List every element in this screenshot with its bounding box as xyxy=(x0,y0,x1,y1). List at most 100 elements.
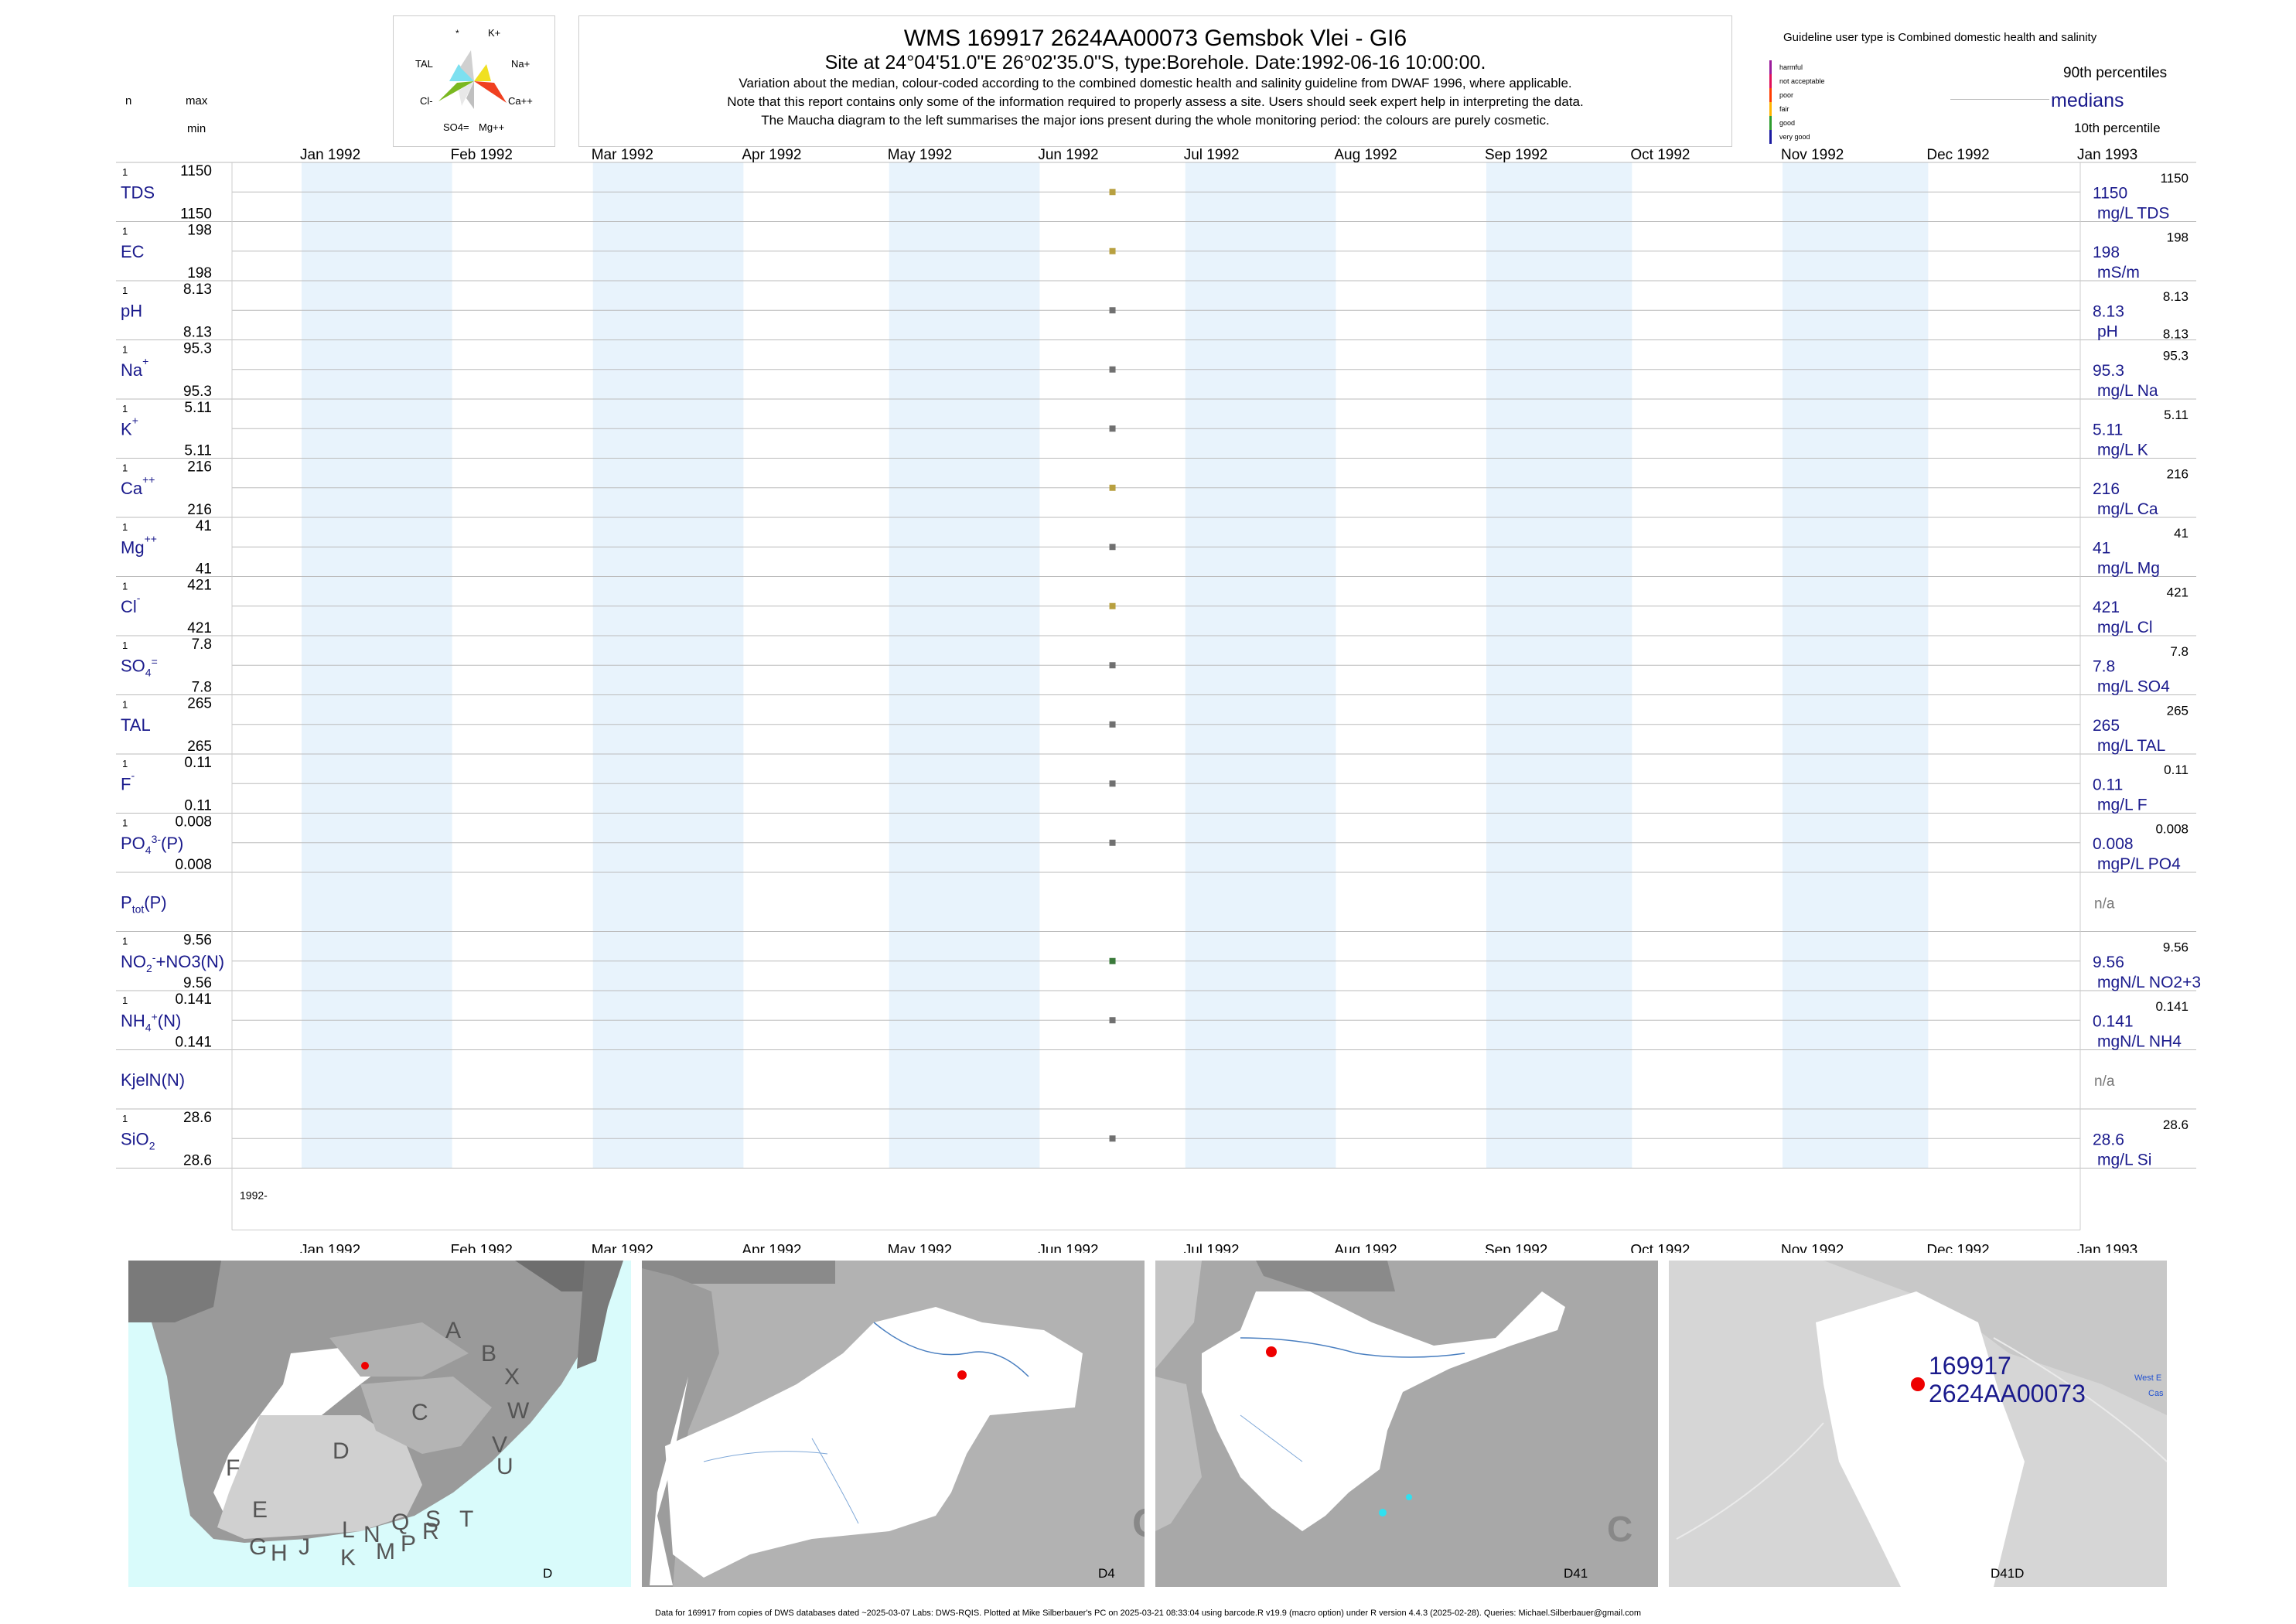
month-label-top: Apr 1992 xyxy=(742,147,801,163)
parameter-label: SiO2 xyxy=(121,1129,155,1151)
row-p10: 8.13 xyxy=(2163,327,2189,342)
row-p90: 95.3 xyxy=(2163,349,2189,363)
legend-title: Guideline user type is Combined domestic… xyxy=(1783,31,2097,44)
parameter-label: PO43-(P) xyxy=(121,833,183,856)
row-max: 95.3 xyxy=(183,341,212,357)
col-header-max: max xyxy=(186,94,208,107)
row-unit: mgP/L PO4 xyxy=(2097,855,2181,873)
row-p90: 41 xyxy=(2174,526,2189,541)
row-n: 1 xyxy=(122,817,128,829)
row-p90: 216 xyxy=(2167,467,2189,482)
report-header: WMS 169917 2624AA00073 Gemsbok Vlei - GI… xyxy=(578,15,1732,147)
row-max: 216 xyxy=(187,459,212,476)
sample-point xyxy=(1109,247,1116,254)
maucha-so4-sector xyxy=(459,81,474,106)
legend-category: good xyxy=(1769,116,1825,130)
row-p90: 8.13 xyxy=(2163,289,2189,304)
month-label-bottom: May 1992 xyxy=(888,1243,952,1254)
row-median-value: 198 xyxy=(2093,244,2120,261)
map-region-label: U xyxy=(496,1454,513,1479)
row-n: 1 xyxy=(122,403,128,415)
report-subtitle: Site at 24°04'51.0"E 26°02'35.0"S, type:… xyxy=(824,52,1486,73)
parameter-row: 1 95.3 95.3 Na+ 95.3 mg/L Na 95.3 xyxy=(116,341,2196,400)
parameter-row: Ptot(P) n/a xyxy=(116,892,2196,932)
parameter-row: 1 0.11 0.11 F- 0.11 mg/L F 0.11 xyxy=(116,755,2196,814)
row-p90: 9.56 xyxy=(2163,940,2189,955)
map-d-svg xyxy=(128,1261,631,1587)
sample-point xyxy=(1109,602,1116,609)
parameter-row: 1 265 265 TAL 265 mg/L TAL 265 xyxy=(116,696,2196,755)
row-unit: mg/L TDS xyxy=(2097,204,2169,222)
map-region-label: B xyxy=(481,1341,497,1366)
row-min: 8.13 xyxy=(183,325,212,341)
row-min: 1150 xyxy=(180,206,212,223)
site-id-label: 169917 xyxy=(1929,1352,2011,1380)
sample-point xyxy=(1109,780,1116,787)
report-note-3: The Maucha diagram to the left summarise… xyxy=(761,113,1550,128)
parameter-row: 1 41 41 Mg++ 41 mg/L Mg 41 xyxy=(116,518,2196,578)
col-header-n: n xyxy=(125,94,132,107)
parameter-label: Mg++ xyxy=(121,532,157,557)
row-p90: 421 xyxy=(2167,585,2189,600)
map-region-label: P xyxy=(401,1531,417,1557)
maucha-label: Ca++ xyxy=(508,95,533,107)
map-corner-label: C xyxy=(1132,1500,1145,1547)
row-max: 1150 xyxy=(180,163,212,179)
row-max: 9.56 xyxy=(183,933,212,949)
parameter-label: KjelN(N) xyxy=(121,1070,185,1090)
maucha-cl-sector xyxy=(438,81,474,101)
row-n: 1 xyxy=(122,1113,128,1124)
parameter-label: Na+ xyxy=(121,355,148,380)
legend-swatch xyxy=(1769,130,1772,144)
row-n: 1 xyxy=(122,344,128,356)
map-region-label: V xyxy=(492,1432,508,1458)
row-p90: 7.8 xyxy=(2170,644,2189,659)
parameter-label: Ptot(P) xyxy=(121,892,167,915)
maucha-label: Na+ xyxy=(511,58,530,70)
row-p90: 5.11 xyxy=(2164,408,2189,422)
sample-point xyxy=(1109,366,1116,373)
map-d41d: 169917 2624AA00073 West E Cas D41D xyxy=(1669,1261,2167,1587)
row-median-value: 7.8 xyxy=(2093,657,2115,675)
map-region-label: A xyxy=(445,1318,462,1343)
row-min: 216 xyxy=(187,502,212,518)
parameter-row: 1 28.6 28.6 SiO2 28.6 mg/L Si 28.6 xyxy=(116,1110,2196,1169)
legend-medians: medians xyxy=(2051,90,2124,111)
row-n: 1 xyxy=(122,581,128,592)
row-n: 1 xyxy=(122,995,128,1006)
map-region-label: D xyxy=(333,1438,350,1464)
parameter-row: 1 7.8 7.8 SO4= 7.8 mg/L SO4 7.8 xyxy=(116,636,2196,696)
row-p90: 1150 xyxy=(2160,171,2189,186)
site-marker xyxy=(1266,1346,1277,1357)
maucha-diagram: * K+ TAL Na+ Cl- Ca++ SO4= Mg++ xyxy=(393,15,555,147)
legend-category-label: good xyxy=(1779,119,1796,127)
month-label-bottom: Jan 1993 xyxy=(2077,1243,2137,1254)
parameter-row: 1 5.11 5.11 K+ 5.11 mg/L K 5.11 xyxy=(116,400,2196,459)
month-label-top: Jun 1992 xyxy=(1038,147,1098,163)
legend-swatch xyxy=(1769,102,1772,116)
row-unit: mg/L Mg xyxy=(2097,559,2160,577)
parameter-row: 1 0.141 0.141 NH4+(N) 0.141 mgN/L NH4 0.141 xyxy=(116,991,2196,1051)
row-n: 1 xyxy=(122,699,128,711)
row-min: 5.11 xyxy=(184,443,212,459)
parameter-rows: 1 1150 1150 TDS 1150 mg/L TDS 1150 1 198 198 EC 198… xyxy=(116,162,2201,1169)
map-d41-svg xyxy=(1155,1261,1658,1587)
year-label: 1992- xyxy=(240,1189,268,1202)
parameter-label: EC xyxy=(121,242,145,261)
month-label-top: May 1992 xyxy=(888,147,952,163)
site-marker xyxy=(957,1370,967,1380)
parameter-label: K+ xyxy=(121,414,138,438)
maucha-label: Cl- xyxy=(420,95,433,107)
parameter-row: 1 421 421 Cl- 421 mg/L Cl 421 xyxy=(116,578,2196,636)
legend-category: poor xyxy=(1769,88,1825,102)
row-n: 1 xyxy=(122,285,128,296)
maucha-label: SO4= xyxy=(443,121,469,133)
map-label-d4: D4 xyxy=(1098,1566,1115,1581)
row-min: 421 xyxy=(187,620,212,636)
month-label-bottom: Oct 1992 xyxy=(1630,1243,1690,1254)
row-median-value: 9.56 xyxy=(2093,954,2124,971)
row-max: 265 xyxy=(187,696,212,712)
report-note-2: Note that this report contains only some… xyxy=(727,94,1584,109)
